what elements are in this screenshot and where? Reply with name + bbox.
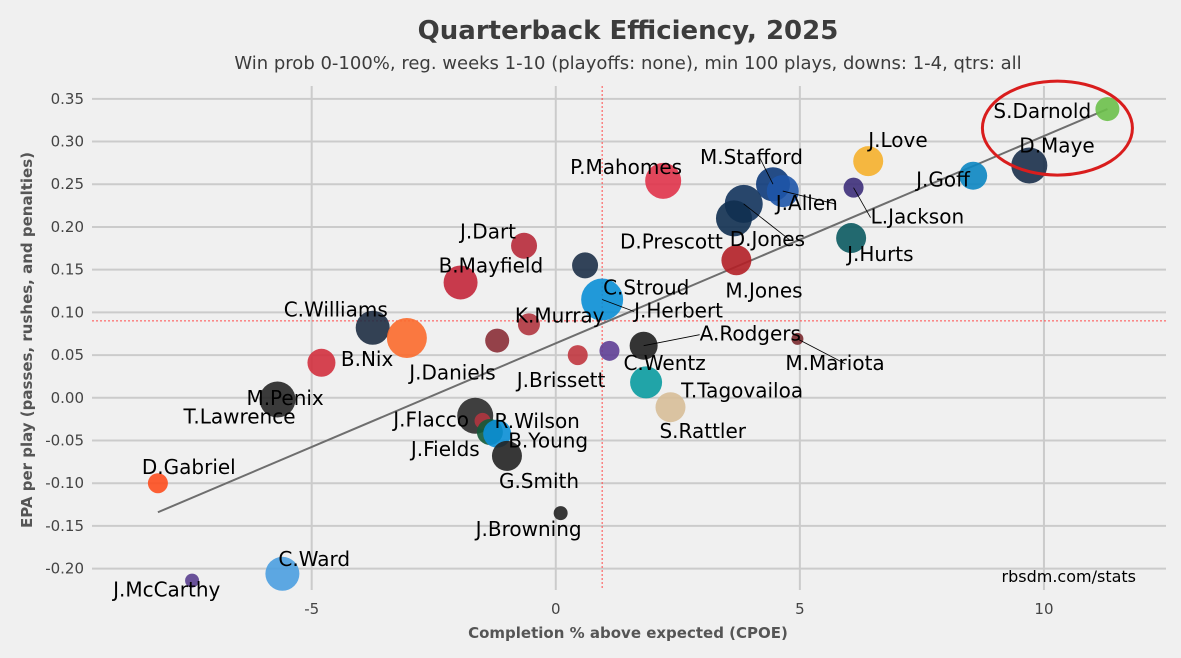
- point-label: J.Goff: [914, 168, 971, 192]
- y-tick-label: -0.05: [45, 432, 84, 450]
- y-tick-label: 0.15: [51, 261, 84, 279]
- point-label: D.Jones: [730, 227, 805, 251]
- x-tick-label: 0: [551, 600, 561, 618]
- point-t-lawrence: [259, 381, 296, 418]
- x-tick-label: -5: [304, 600, 319, 618]
- point-j-goff: [959, 161, 988, 190]
- chart-title: Quarterback Efficiency, 2025: [418, 16, 839, 46]
- point-label: M.Mariota: [785, 351, 884, 375]
- highlight-ellipse: [980, 79, 1134, 177]
- y-tick-label: -0.20: [45, 560, 84, 578]
- point-t-tagovailoa: [630, 366, 663, 399]
- point-j-brissett: [567, 345, 588, 366]
- x-tick-label: 10: [1034, 600, 1053, 618]
- point-c-stroud: [572, 252, 599, 279]
- point-label: J.Dart: [458, 220, 516, 244]
- label-connector: [759, 158, 774, 185]
- x-tick-label: 5: [795, 600, 805, 618]
- point-j-mccarthy: [185, 573, 200, 588]
- point-s-rattler: [655, 392, 686, 423]
- point-label: J.Fields: [409, 437, 480, 461]
- label-connector: [782, 190, 836, 205]
- data-points: [147, 97, 1120, 591]
- chart-subtitle: Win prob 0-100%, reg. weeks 1-10 (playof…: [234, 53, 1021, 74]
- point-j-love: [853, 146, 884, 177]
- y-tick-label: 0.20: [51, 218, 84, 236]
- point-d-prescott: [715, 200, 752, 237]
- point-label: C.Ward: [278, 547, 350, 571]
- point-label: S.Darnold: [993, 99, 1091, 123]
- point-c-williams: [355, 310, 390, 345]
- point-label: C.Williams: [284, 298, 388, 322]
- point-label: J.Herbert: [632, 299, 723, 323]
- point-label: T.Tagovailoa: [680, 378, 803, 402]
- point-label: D.Maye: [1019, 133, 1094, 157]
- y-tick-label: 0.25: [51, 175, 84, 193]
- point-label: C.Stroud: [603, 275, 689, 299]
- y-tick-label: 0.30: [51, 133, 84, 151]
- point-g-smith: [491, 440, 522, 471]
- point-label: J.Love: [866, 128, 927, 152]
- point-label: M.Penix: [246, 386, 323, 410]
- point-label: M.Stafford: [700, 145, 803, 169]
- point-label: J.Browning: [474, 517, 582, 541]
- point-j-dart: [511, 232, 538, 259]
- point-label: A.Rodgers: [700, 322, 801, 346]
- point-label: L.Jackson: [871, 205, 965, 229]
- point-label: J.Allen: [774, 191, 838, 215]
- y-tick-label: -0.10: [45, 474, 84, 492]
- point-label: S.Rattler: [659, 419, 746, 443]
- y-tick-label: 0.10: [51, 303, 84, 321]
- label-connector: [743, 203, 790, 241]
- point-label: B.Mayfield: [439, 253, 544, 277]
- mean-reference-lines: [92, 86, 1166, 590]
- point-label: J.Hurts: [845, 242, 913, 266]
- y-tick-label: 0.00: [51, 389, 84, 407]
- point-label: J.McCarthy: [111, 578, 220, 602]
- point-label: M.Jones: [725, 278, 802, 302]
- axis-ticks: -0.20 -0.15 -0.10 -0.05 0.00 0.05 0.10 0.15 0.20…: [45, 90, 1053, 618]
- credit-text: rbsdm.com/stats: [1002, 567, 1136, 586]
- label-connector: [797, 338, 846, 365]
- point-label: B.Nix: [341, 347, 394, 371]
- point-j-browning: [553, 506, 568, 521]
- point-label: T.Lawrence: [183, 405, 296, 429]
- point-b-nix: [386, 318, 427, 358]
- point-k-murray: [517, 313, 540, 336]
- point-b-mayfield: [443, 265, 478, 300]
- point-label: K.Murray: [515, 303, 605, 327]
- point-label: J.Flacco: [391, 408, 469, 432]
- label-connector: [643, 334, 700, 347]
- point-label: J.Daniels: [407, 361, 495, 385]
- x-axis-label: Completion % above expected (CPOE): [468, 624, 788, 642]
- point-label: D.Gabriel: [142, 455, 236, 479]
- point-label: R.Wilson: [495, 409, 580, 433]
- point-d-gabriel: [147, 473, 168, 494]
- point-m-jones: [721, 245, 752, 276]
- point-labels: S.Darnold D.Maye J.Love J.Goff L.Jackson M.St…: [111, 99, 1095, 602]
- point-s-darnold: [1095, 97, 1120, 122]
- point-c-ward: [265, 556, 300, 591]
- point-p-mahomes: [645, 162, 682, 199]
- point-label: B.Young: [508, 429, 588, 453]
- grid-lines: [92, 86, 1166, 590]
- point-label: C.Wentz: [623, 351, 705, 375]
- point-label: J.Brissett: [515, 368, 606, 392]
- point-c-wentz: [599, 340, 620, 361]
- point-label: P.Mahomes: [570, 155, 682, 179]
- label-connector: [602, 299, 635, 312]
- label-connector: [853, 187, 871, 218]
- point-b-young: [483, 419, 512, 448]
- y-tick-label: 0.35: [51, 90, 84, 108]
- y-tick-label: 0.05: [51, 346, 84, 364]
- point-label: D.Prescott: [620, 229, 723, 253]
- point-m-penix: [307, 348, 336, 377]
- point-j-daniels: [485, 328, 510, 353]
- y-axis-label: EPA per play (passes, rushes, and penalt…: [18, 152, 36, 528]
- point-label: G.Smith: [499, 469, 579, 493]
- y-tick-label: -0.15: [45, 517, 84, 535]
- point-j-hurts: [836, 223, 867, 254]
